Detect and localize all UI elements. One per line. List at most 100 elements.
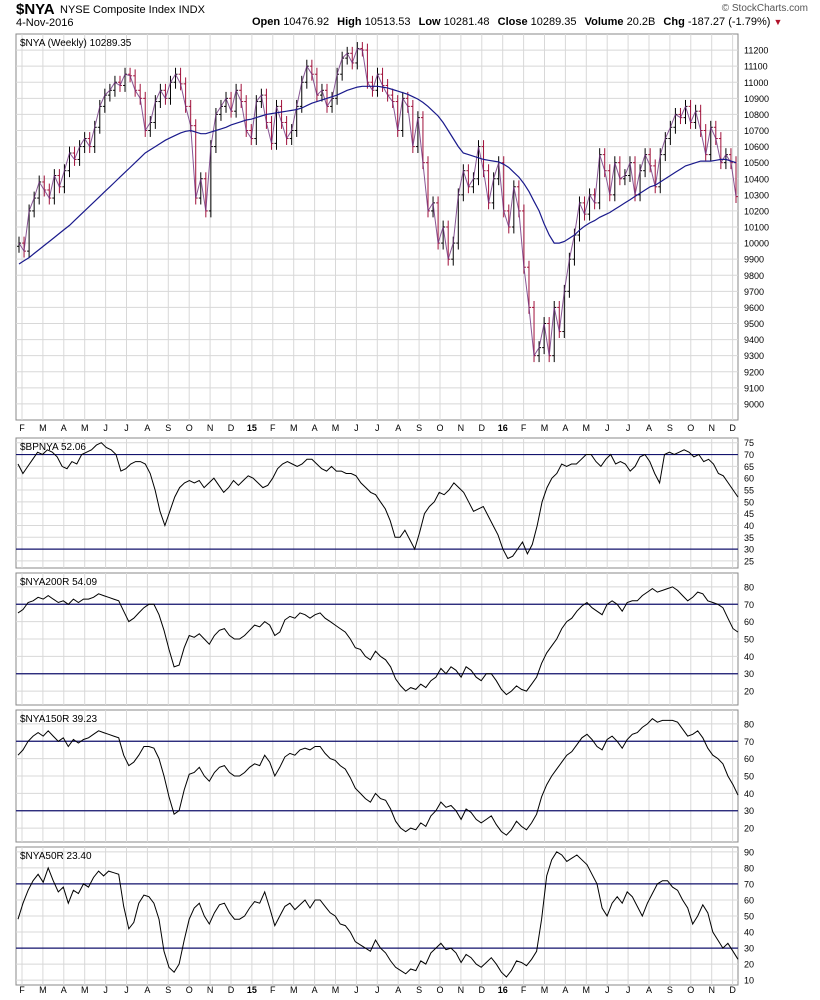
low-label: Low [418, 16, 441, 28]
x-tick-label: M [332, 985, 340, 995]
y-tick-label: 10000 [744, 239, 769, 249]
panel-title: $BPNYA 52.06 [20, 442, 86, 453]
x-tick-label: J [626, 985, 631, 995]
x-tick-label: J [375, 985, 380, 995]
y-tick-label: 10900 [744, 94, 769, 104]
x-tick-label: O [186, 985, 193, 995]
y-tick-label: 10600 [744, 142, 769, 152]
y-tick-label: 9000 [744, 399, 764, 409]
open-value: 10476.92 [283, 16, 330, 28]
x-tick-label: F [19, 423, 25, 433]
index-full-name: NYSE Composite Index [60, 4, 176, 16]
down-triangle-icon: ▼ [773, 17, 783, 27]
x-tick-label: M [39, 423, 47, 433]
y-tick-label: 50 [744, 912, 754, 922]
y-tick-label: 20 [744, 687, 754, 697]
y-tick-label: 75 [744, 438, 754, 448]
y-tick-label: 11000 [744, 78, 768, 88]
y-tick-label: 40 [744, 789, 754, 799]
y-tick-label: 10800 [744, 110, 769, 120]
x-tick-label: F [521, 423, 527, 433]
x-tick-label: 16 [498, 985, 508, 995]
y-tick-label: 10300 [744, 190, 769, 200]
y-tick-label: 80 [744, 863, 754, 873]
y-tick-label: 9200 [744, 367, 764, 377]
x-tick-label: N [207, 985, 214, 995]
low-value: 10281.48 [443, 16, 490, 28]
panel-nya50r [15, 846, 739, 986]
x-tick-label: 16 [498, 423, 508, 433]
y-tick-label: 25 [744, 556, 754, 566]
volume-value: 20.2B [626, 16, 656, 28]
y-tick-label: 9900 [744, 255, 764, 265]
x-tick-label: J [124, 985, 129, 995]
y-tick-label: 20 [744, 960, 754, 970]
x-tick-label: J [375, 423, 380, 433]
panel-nya200r [15, 572, 739, 706]
x-tick-label: F [521, 985, 527, 995]
x-tick-label: F [270, 423, 276, 433]
panel-title: $NYA200R 54.09 [20, 577, 98, 588]
x-tick-label: N [458, 423, 465, 433]
close-line [18, 47, 737, 358]
moving-average-line [18, 85, 737, 265]
x-tick-label: A [646, 985, 652, 995]
y-tick-label: 65 [744, 462, 754, 472]
x-tick-label: M [290, 423, 298, 433]
y-tick-label: 20 [744, 824, 754, 834]
y-tick-label: 55 [744, 486, 754, 496]
exchange-label: INDX [178, 4, 205, 16]
y-tick-label: 9700 [744, 287, 764, 297]
x-tick-label: M [81, 985, 89, 995]
date-label: 4-Nov-2016 [16, 17, 74, 29]
x-tick-label: A [312, 423, 318, 433]
x-tick-label: J [103, 985, 108, 995]
x-tick-label: A [312, 985, 318, 995]
x-tick-label: S [667, 423, 673, 433]
x-tick-label: A [61, 985, 67, 995]
y-tick-label: 10200 [744, 206, 769, 216]
x-tick-label: M [583, 423, 591, 433]
y-tick-label: 50 [744, 497, 754, 507]
y-tick-label: 90 [744, 847, 754, 857]
x-tick-label: J [605, 423, 610, 433]
x-tick-label: S [416, 423, 422, 433]
x-tick-label: N [458, 985, 465, 995]
y-tick-label: 10500 [744, 158, 769, 168]
y-tick-label: 70 [744, 879, 754, 889]
open-label: Open [252, 16, 281, 28]
chg-value: -187.27 (-1.79%) [687, 16, 771, 28]
x-tick-label: D [729, 985, 736, 995]
x-tick-label: M [332, 423, 340, 433]
x-tick-label: J [124, 423, 129, 433]
x-tick-label: D [228, 423, 235, 433]
x-tick-label: 15 [247, 423, 257, 433]
close-value: 10289.35 [530, 16, 577, 28]
y-tick-label: 70 [744, 737, 754, 747]
x-tick-label: S [416, 985, 422, 995]
y-tick-label: 11100 [744, 62, 768, 72]
y-tick-label: 30 [744, 944, 754, 954]
y-tick-label: 10700 [744, 126, 769, 136]
y-tick-label: 9600 [744, 303, 764, 313]
y-tick-label: 40 [744, 652, 754, 662]
panel-title: $NYA (Weekly) 10289.35 [20, 38, 132, 49]
copyright-link[interactable]: © StockCharts.com [721, 3, 808, 14]
x-tick-label: O [186, 423, 193, 433]
y-tick-label: 60 [744, 474, 754, 484]
x-tick-label: J [626, 423, 631, 433]
indicator-line [17, 586, 739, 696]
y-tick-label: 70 [744, 450, 754, 460]
x-tick-label: A [395, 985, 401, 995]
panel-title: $NYA150R 39.23 [20, 714, 98, 725]
y-tick-label: 9100 [744, 383, 764, 393]
index-name: NYSE Composite Index INDX [60, 4, 205, 16]
x-tick-label: A [144, 985, 150, 995]
y-tick-label: 10400 [744, 174, 769, 184]
panel-price [15, 33, 739, 421]
y-tick-label: 30 [744, 806, 754, 816]
y-tick-label: 45 [744, 509, 754, 519]
indicator-line [17, 851, 739, 978]
y-tick-label: 11200 [744, 46, 768, 56]
